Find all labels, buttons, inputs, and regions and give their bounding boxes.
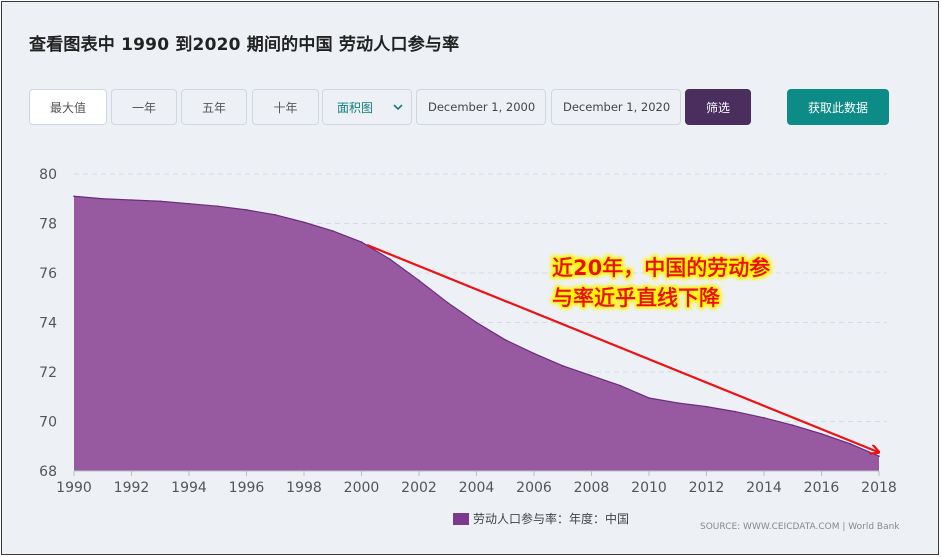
data-point[interactable] xyxy=(274,214,277,216)
x-tick-label: 1996 xyxy=(229,480,265,496)
x-tick-label: 2012 xyxy=(689,480,725,496)
source-note: SOURCE: WWW.CEICDATA.COM | World Bank xyxy=(700,522,900,532)
annotation-line-1: 近20年，中国的劳动参 xyxy=(552,256,770,280)
data-point[interactable] xyxy=(705,405,708,408)
start-date-input[interactable]: December 1, 2000 xyxy=(416,89,546,125)
data-point[interactable] xyxy=(763,416,765,419)
data-point[interactable] xyxy=(446,301,449,304)
data-point[interactable] xyxy=(676,402,679,404)
annotation-line-2: 与率近乎直线下降 xyxy=(552,286,721,310)
y-tick-label: 80 xyxy=(39,167,57,183)
data-point[interactable] xyxy=(73,195,75,198)
legend-swatch xyxy=(453,512,469,525)
x-tick-label: 2016 xyxy=(804,480,840,496)
chart-type-label: 面积图 xyxy=(337,100,374,115)
legend[interactable]: 劳动人口参与率：年度：中国 xyxy=(453,510,629,527)
x-tick-label: 1994 xyxy=(171,480,207,496)
y-tick-label: 76 xyxy=(39,266,57,282)
data-point[interactable] xyxy=(360,241,363,243)
data-point[interactable] xyxy=(101,197,104,200)
range-max-button[interactable]: 最大值 xyxy=(29,89,107,125)
data-point[interactable] xyxy=(389,258,392,261)
data-point[interactable] xyxy=(303,221,305,224)
x-tick-label: 2006 xyxy=(516,480,552,496)
data-point[interactable] xyxy=(216,205,219,207)
data-point[interactable] xyxy=(159,200,162,203)
page-title: 查看图表中 1990 到2020 期间的中国 劳动人口参与率 xyxy=(29,35,460,55)
y-tick-label: 70 xyxy=(39,415,57,431)
y-tick-label: 72 xyxy=(39,365,57,381)
data-point[interactable] xyxy=(648,397,650,399)
series-area xyxy=(74,196,879,471)
x-tick-label: 2010 xyxy=(631,480,667,496)
x-tick-label: 2014 xyxy=(746,480,782,496)
chevron-down-icon xyxy=(393,100,403,114)
get-data-button[interactable]: 获取此数据 xyxy=(787,89,889,125)
data-point[interactable] xyxy=(878,455,880,457)
data-point[interactable] xyxy=(130,199,133,201)
data-point[interactable] xyxy=(533,352,535,355)
data-point[interactable] xyxy=(331,230,334,232)
filter-button[interactable]: 筛选 xyxy=(685,89,751,125)
x-tick-label: 2004 xyxy=(459,480,495,496)
data-point[interactable] xyxy=(418,279,420,282)
data-point[interactable] xyxy=(734,410,737,413)
x-tick-label: 2018 xyxy=(861,480,897,496)
chart-type-select[interactable]: 面积图 xyxy=(322,89,412,125)
range-5y-button[interactable]: 五年 xyxy=(181,89,247,125)
data-point[interactable] xyxy=(619,384,622,387)
data-point[interactable] xyxy=(791,424,794,427)
legend-label: 劳动人口参与率：年度：中国 xyxy=(473,512,630,526)
x-tick-label: 1992 xyxy=(114,480,150,496)
data-point[interactable] xyxy=(245,209,248,211)
x-tick-label: 1998 xyxy=(286,480,322,496)
data-point[interactable] xyxy=(820,433,823,435)
data-point[interactable] xyxy=(849,442,852,445)
y-tick-label: 68 xyxy=(39,464,57,480)
data-point[interactable] xyxy=(590,374,593,377)
range-1y-button[interactable]: 一年 xyxy=(111,89,177,125)
y-tick-label: 78 xyxy=(39,217,57,233)
trend-arrow xyxy=(366,243,878,452)
x-tick-label: 2008 xyxy=(574,480,610,496)
x-tick-label: 2002 xyxy=(401,480,437,496)
data-point[interactable] xyxy=(475,321,478,324)
x-tick-label: 1990 xyxy=(56,480,92,496)
end-date-input[interactable]: December 1, 2020 xyxy=(551,89,681,125)
data-point[interactable] xyxy=(561,365,564,367)
x-tick-label: 2000 xyxy=(344,480,380,496)
data-point[interactable] xyxy=(504,339,507,341)
y-tick-label: 74 xyxy=(39,316,57,332)
data-point[interactable] xyxy=(188,202,190,205)
range-10y-button[interactable]: 十年 xyxy=(252,89,319,125)
